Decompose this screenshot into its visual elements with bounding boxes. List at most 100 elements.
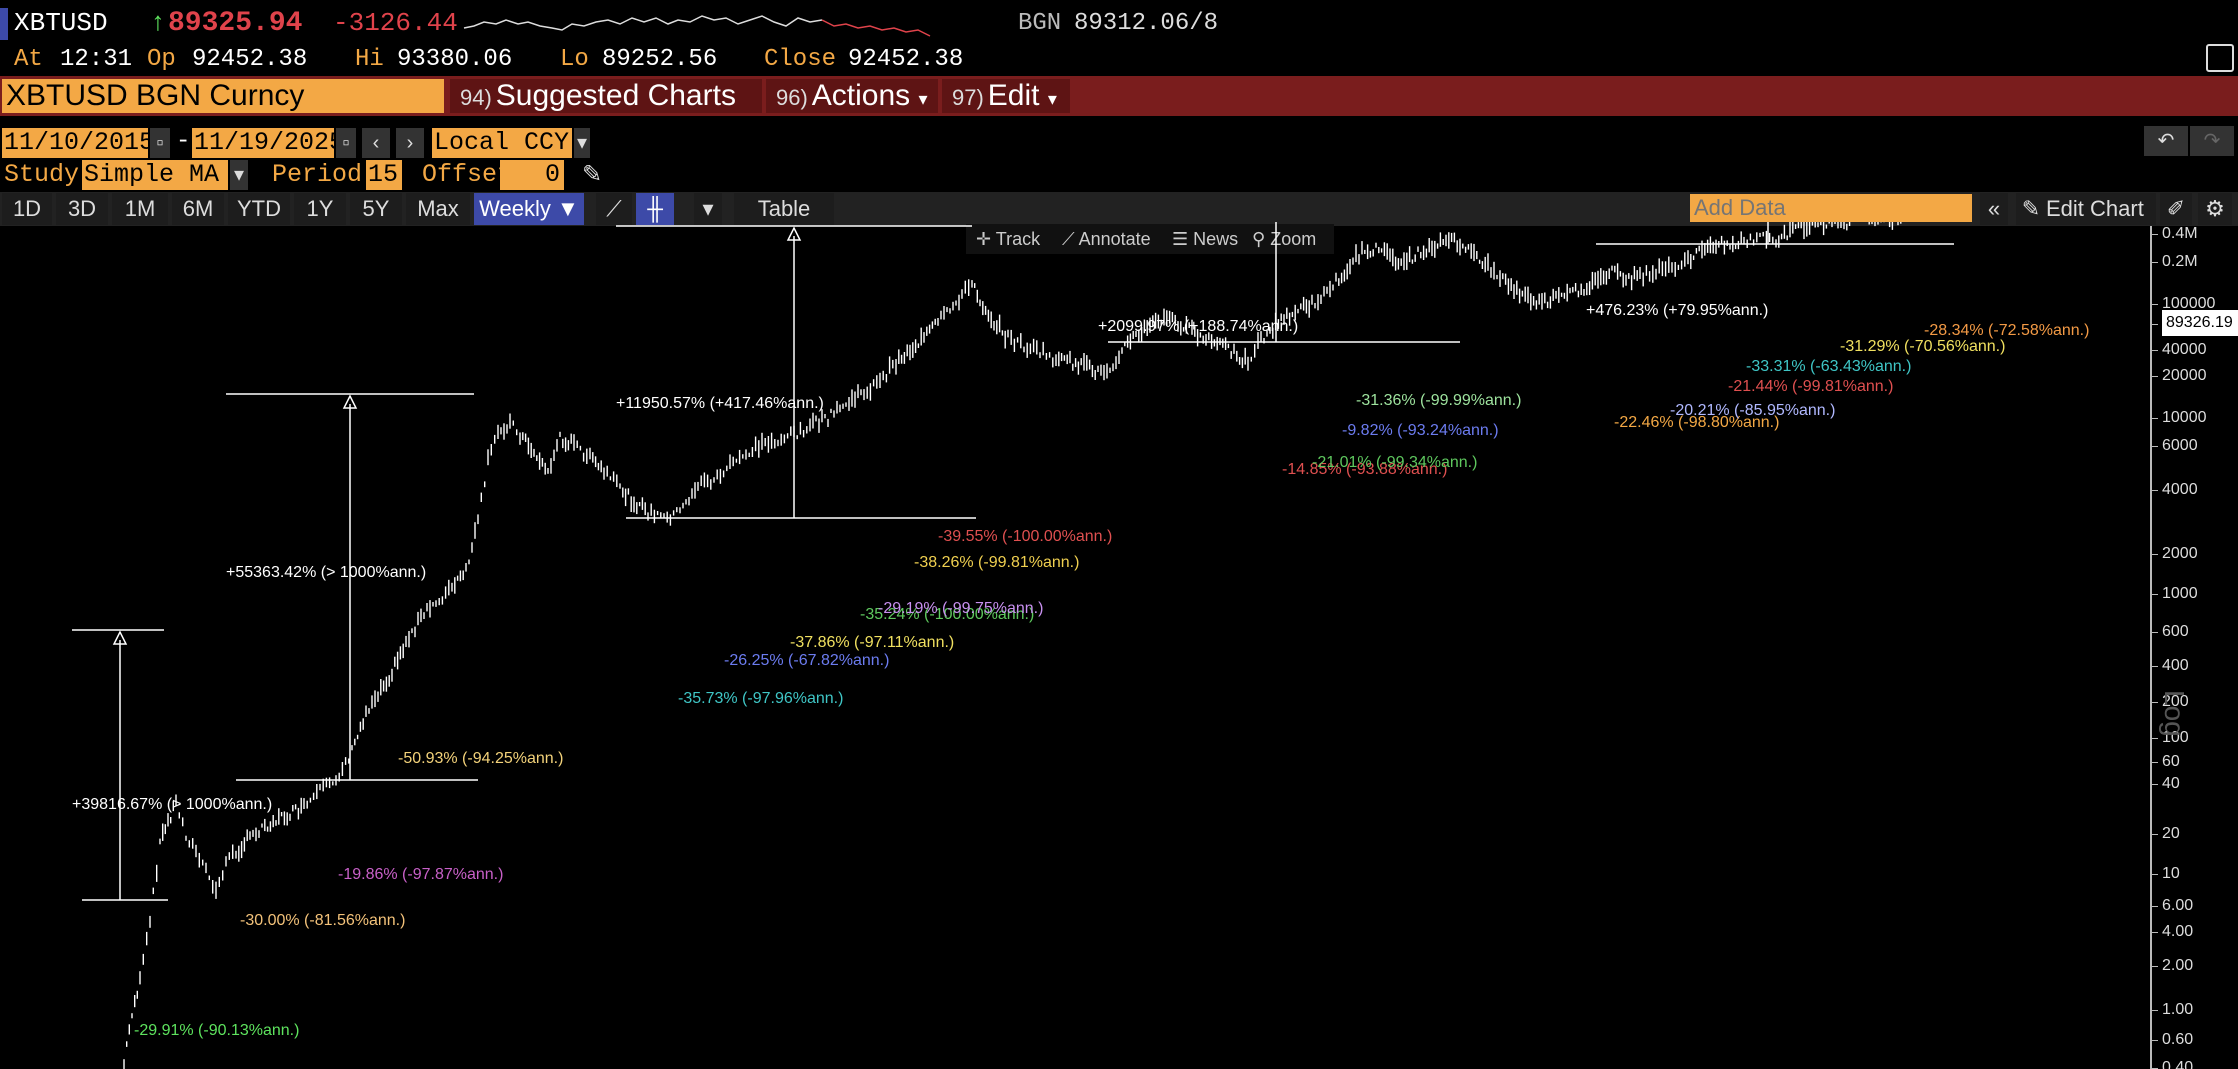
drawdown-label: -37.86% (-97.11%ann.) <box>790 634 955 651</box>
price-change: -3126.44 <box>333 8 458 38</box>
drawdown-label: -14.85% (-93.88%ann.) <box>1282 461 1448 478</box>
close-value: 92452.38 <box>848 46 964 73</box>
menu-number: 94) <box>460 85 492 110</box>
start-date-input[interactable]: 11/10/2015 <box>2 128 155 158</box>
chevron-down-icon[interactable]: ▾ <box>230 160 248 190</box>
y-tick-label: 0.4M <box>2162 225 2198 242</box>
y-tick-mark <box>2150 834 2158 835</box>
drawdown-label: -50.93% (-94.25%ann.) <box>398 750 564 767</box>
y-tick-label: 10000 <box>2162 409 2207 426</box>
tab-ytd[interactable]: YTD <box>228 193 290 225</box>
track-tool[interactable]: ✛ Track <box>976 226 1040 252</box>
rally-label: +476.23% (+79.95%ann.) <box>1586 302 1769 319</box>
last-price: 89325.94 <box>168 8 303 39</box>
tab-1y[interactable]: 1Y <box>294 193 346 225</box>
search-icon: ⚲ <box>1252 229 1266 249</box>
annotate-label: Annotate <box>1078 229 1151 249</box>
news-label: News <box>1193 229 1239 249</box>
y-tick-label: 4000 <box>2162 481 2198 498</box>
drawdown-label: -39.55% (-100.00%ann.) <box>938 528 1113 545</box>
news-icon: ☰ <box>1172 229 1189 249</box>
line-chart-icon[interactable]: ⟋ <box>596 193 632 225</box>
study-select[interactable]: Simple MA <box>82 160 228 190</box>
open-label: Op <box>147 46 176 73</box>
price-series <box>123 222 1902 1069</box>
y-tick-label: 600 <box>2162 623 2189 640</box>
drawdown-label: -22.46% (-98.80%ann.) <box>1614 414 1780 431</box>
tab-1d[interactable]: 1D <box>2 193 52 225</box>
y-tick-label: 60 <box>2162 753 2180 770</box>
next-arrow-icon[interactable]: › <box>396 128 424 158</box>
previous-arrow-icon[interactable]: ‹ <box>362 128 390 158</box>
up-arrow-icon: ↑ <box>150 8 166 38</box>
table-button[interactable]: Table <box>734 193 834 225</box>
offset-input[interactable]: 0 <box>500 160 564 190</box>
redo-icon[interactable]: ↷ <box>2190 126 2234 156</box>
chevron-down-icon[interactable]: ▾ <box>574 128 590 158</box>
y-tick-mark <box>2150 874 2158 875</box>
end-date-input[interactable]: 11/19/2025 <box>192 128 345 158</box>
y-tick-mark <box>2150 594 2158 595</box>
drawdown-label: -31.29% (-70.56%ann.) <box>1840 338 2006 355</box>
currency-select[interactable]: Local CCY <box>432 128 572 158</box>
y-tick-label: 4.00 <box>2162 923 2194 940</box>
drawdown-label: -21.01% (-99.34%ann.) <box>1312 454 1478 471</box>
drawdown-label: -30.00% (-81.56%ann.) <box>240 912 406 929</box>
tab-5y[interactable]: 5Y <box>350 193 402 225</box>
y-tick-label: 1.00 <box>2162 1001 2194 1018</box>
y-tick-mark <box>2150 304 2158 305</box>
up-arrow-icon <box>112 630 128 645</box>
y-tick-label: 100000 <box>2162 295 2216 312</box>
undo-icon[interactable]: ↶ <box>2144 126 2188 156</box>
high-label: Hi <box>355 46 384 73</box>
pencil-icon[interactable]: ✎ <box>582 161 603 188</box>
y-tick-mark <box>2150 554 2158 555</box>
price-chart[interactable] <box>0 222 2238 1069</box>
calendar-icon[interactable]: ▫ <box>150 128 170 158</box>
y-tick-mark <box>2150 932 2158 933</box>
pencil-icon[interactable]: ✎ <box>2016 193 2046 225</box>
calendar-icon[interactable]: ▫ <box>336 128 356 158</box>
tab-6m[interactable]: 6M <box>172 193 224 225</box>
y-tick-mark <box>2150 1040 2158 1041</box>
chevron-down-icon[interactable]: ▾ <box>694 193 722 225</box>
edit-menu[interactable]: 97) Edit ▾ <box>942 79 1070 113</box>
y-tick-mark <box>2150 234 2158 235</box>
bar-chart-icon[interactable]: ╫ <box>636 193 674 225</box>
edit-chart-button[interactable]: Edit Chart <box>2046 193 2156 225</box>
drawdown-label: -20.21% (-85.95%ann.) <box>1670 402 1836 419</box>
crosshair-icon: ✛ <box>976 229 992 249</box>
rally-label: +11950.57% (+417.46%ann.) <box>616 395 824 412</box>
news-tool[interactable]: ☰ News <box>1172 226 1238 252</box>
popout-icon[interactable] <box>2206 44 2234 72</box>
y-tick-mark <box>2150 666 2158 667</box>
tab-3d[interactable]: 3D <box>56 193 108 225</box>
close-label: Close <box>764 46 837 73</box>
pen-icon: ⟋ <box>1062 229 1075 249</box>
y-tick-mark <box>2150 702 2158 703</box>
suggested-charts-menu[interactable]: 94)Suggested Charts ▾ <box>450 79 762 145</box>
y-tick-label: 1000 <box>2162 585 2198 602</box>
annotate-tool[interactable]: ⟋ Annotate <box>1062 226 1151 252</box>
y-tick-label: 0.2M <box>2162 253 2198 270</box>
up-arrow-icon <box>786 226 802 241</box>
drawdown-label: -31.36% (-99.99%ann.) <box>1356 392 1522 409</box>
collapse-left-icon[interactable]: « <box>1980 193 2008 225</box>
actions-menu[interactable]: 96) Actions ▾ <box>766 79 938 113</box>
tab-1m[interactable]: 1M <box>112 193 168 225</box>
gear-icon[interactable]: ⚙ <box>2198 193 2232 225</box>
add-data-input[interactable] <box>1690 194 1972 222</box>
frequency-select[interactable]: Weekly ▼ <box>474 193 584 225</box>
date-separator: - <box>176 128 191 155</box>
ticker-symbol: XBTUSD <box>14 8 108 38</box>
y-tick-mark <box>2150 1010 2158 1011</box>
zoom-tool[interactable]: ⚲ Zoom <box>1252 226 1316 252</box>
y-tick-label: 20000 <box>2162 367 2207 384</box>
tab-max[interactable]: Max <box>406 193 470 225</box>
period-input[interactable]: 15 <box>366 160 402 190</box>
security-input[interactable]: XBTUSD BGN Curncy <box>2 79 444 113</box>
last-price-tag: 89326.19 <box>2162 310 2238 336</box>
log-scale-label[interactable]: Log <box>2159 690 2190 737</box>
edit-icon[interactable]: ✐ <box>2160 193 2192 225</box>
drawdown-label: -33.31% (-63.43%ann.) <box>1746 358 1912 375</box>
